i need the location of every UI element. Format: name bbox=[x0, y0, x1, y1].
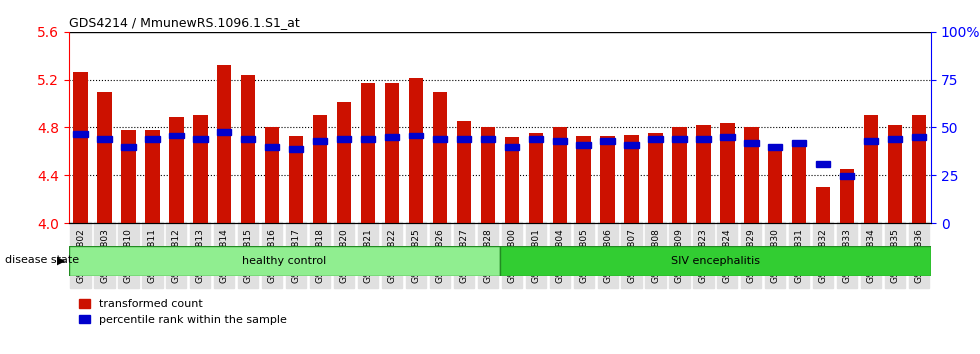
Bar bbox=[289, 136, 304, 223]
Bar bbox=[864, 138, 878, 144]
Bar bbox=[433, 136, 447, 142]
Bar bbox=[193, 115, 208, 223]
Bar bbox=[768, 152, 782, 223]
Bar bbox=[744, 127, 759, 223]
Bar bbox=[480, 127, 495, 223]
Bar bbox=[289, 146, 304, 152]
Bar bbox=[218, 65, 231, 223]
FancyBboxPatch shape bbox=[500, 246, 931, 276]
Bar bbox=[265, 127, 279, 223]
Bar bbox=[122, 144, 135, 150]
Bar bbox=[97, 92, 112, 223]
Text: GDS4214 / MmunewRS.1096.1.S1_at: GDS4214 / MmunewRS.1096.1.S1_at bbox=[69, 16, 299, 29]
Bar bbox=[553, 127, 566, 223]
Bar bbox=[864, 115, 878, 223]
Bar bbox=[624, 142, 639, 148]
Bar bbox=[457, 121, 471, 223]
Bar bbox=[193, 136, 208, 142]
Bar bbox=[911, 135, 926, 141]
Bar bbox=[601, 138, 614, 144]
Bar bbox=[792, 145, 807, 223]
Bar bbox=[744, 140, 759, 146]
Bar bbox=[720, 135, 735, 141]
Bar bbox=[218, 129, 231, 135]
Text: healthy control: healthy control bbox=[242, 256, 326, 266]
Bar bbox=[672, 127, 687, 223]
FancyBboxPatch shape bbox=[69, 246, 500, 276]
Bar bbox=[74, 73, 88, 223]
Bar bbox=[385, 135, 399, 141]
Bar bbox=[265, 144, 279, 150]
Bar bbox=[528, 136, 543, 142]
Bar bbox=[337, 136, 351, 142]
Bar bbox=[505, 137, 519, 223]
Bar bbox=[768, 144, 782, 150]
Bar bbox=[145, 130, 160, 223]
Bar bbox=[888, 136, 903, 142]
Bar bbox=[840, 169, 855, 223]
Legend: transformed count, percentile rank within the sample: transformed count, percentile rank withi… bbox=[74, 295, 291, 329]
Bar bbox=[170, 117, 183, 223]
Bar bbox=[888, 125, 903, 223]
Bar bbox=[649, 136, 662, 142]
Bar bbox=[624, 135, 639, 223]
Bar bbox=[433, 92, 447, 223]
Bar bbox=[122, 130, 135, 223]
Text: disease state: disease state bbox=[5, 255, 79, 265]
Bar bbox=[97, 136, 112, 142]
Text: ▶: ▶ bbox=[57, 255, 66, 265]
Bar bbox=[696, 125, 710, 223]
Bar bbox=[409, 132, 423, 138]
Bar bbox=[313, 115, 327, 223]
Bar bbox=[840, 173, 855, 179]
Bar bbox=[649, 133, 662, 223]
Bar bbox=[696, 136, 710, 142]
Bar bbox=[170, 132, 183, 138]
Bar bbox=[792, 140, 807, 146]
Bar bbox=[361, 136, 375, 142]
Bar bbox=[337, 102, 351, 223]
Bar bbox=[145, 136, 160, 142]
Bar bbox=[385, 83, 399, 223]
Bar bbox=[576, 142, 591, 148]
Bar bbox=[241, 136, 256, 142]
Bar bbox=[576, 136, 591, 223]
Bar bbox=[553, 138, 566, 144]
Bar bbox=[74, 131, 88, 137]
Bar bbox=[480, 136, 495, 142]
Bar bbox=[720, 122, 735, 223]
Bar bbox=[505, 144, 519, 150]
Bar bbox=[528, 133, 543, 223]
Bar bbox=[409, 79, 423, 223]
Bar bbox=[313, 138, 327, 144]
Bar bbox=[816, 161, 830, 167]
Text: SIV encephalitis: SIV encephalitis bbox=[671, 256, 760, 266]
Bar bbox=[911, 115, 926, 223]
Bar bbox=[241, 75, 256, 223]
Bar bbox=[361, 83, 375, 223]
Bar bbox=[457, 136, 471, 142]
Bar bbox=[816, 187, 830, 223]
Bar bbox=[601, 136, 614, 223]
Bar bbox=[672, 136, 687, 142]
